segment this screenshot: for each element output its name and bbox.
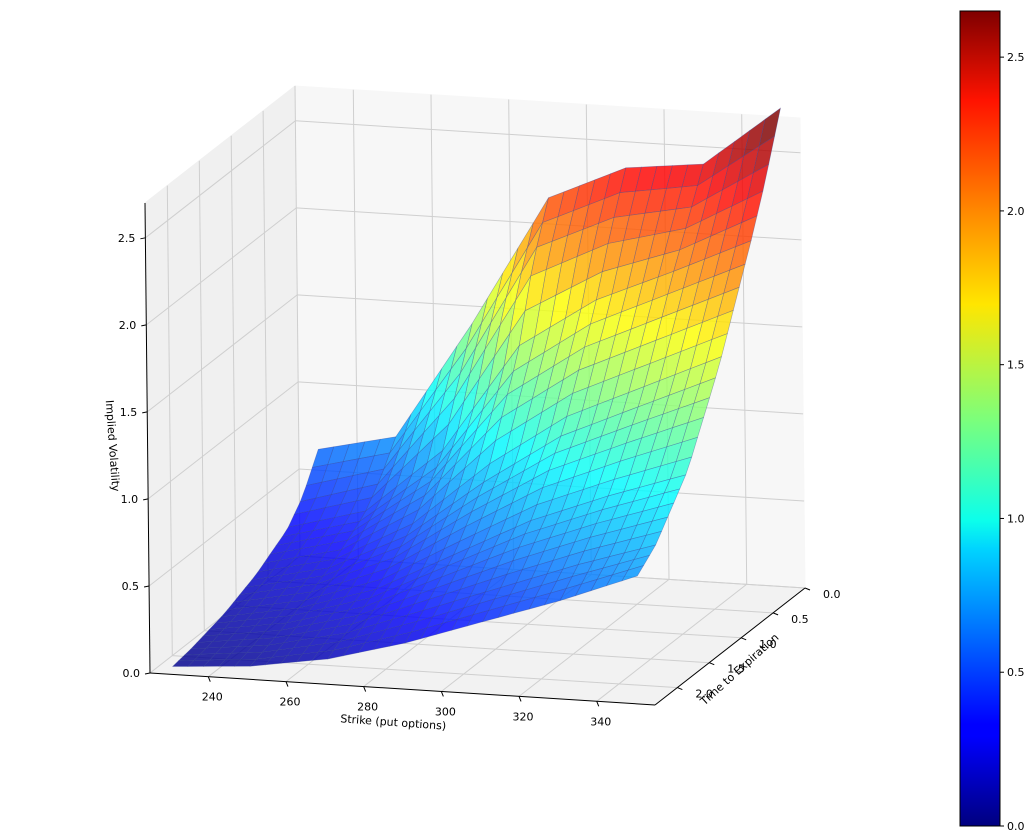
z-tick — [140, 237, 146, 240]
x-tick — [596, 701, 600, 707]
colorbar-tick-label: 0.0 — [1007, 820, 1025, 833]
surface-cell — [621, 565, 645, 582]
z-tick — [143, 498, 149, 501]
x-tick — [440, 691, 444, 697]
y-tick-label: 1.5 — [727, 663, 745, 676]
x-tick-label: 320 — [513, 710, 534, 723]
y-axis-line — [654, 587, 806, 706]
z-tick — [142, 411, 148, 414]
x-tick-label: 340 — [590, 715, 611, 728]
axes-lines — [144, 202, 806, 706]
y-tick-label: 0.0 — [823, 588, 841, 601]
x-tick-label: 300 — [435, 705, 456, 718]
x-tick — [363, 686, 367, 692]
y-tick — [709, 662, 715, 666]
colorbar — [959, 10, 1001, 827]
colorbar-tick-label: 1.0 — [1007, 512, 1025, 525]
z-tick — [141, 324, 147, 327]
z-axis-label: Implied Volatility — [103, 400, 122, 493]
y-tick — [804, 587, 811, 591]
z-tick — [143, 585, 150, 588]
x-tick — [285, 681, 289, 687]
x-tick-label: 280 — [357, 701, 378, 714]
z-tick — [144, 672, 151, 675]
y-tick-label: 0.5 — [791, 613, 809, 626]
surface-mesh — [171, 107, 781, 667]
z-axis-line — [144, 202, 151, 674]
x-tick-label: 240 — [202, 691, 223, 704]
x-axis-line — [149, 672, 656, 706]
colorbar-tick-label: 2.5 — [1007, 51, 1025, 64]
y-tick-label: 2.0 — [695, 688, 713, 701]
y-tick — [740, 637, 747, 641]
gridline-z — [145, 120, 801, 239]
colorbar-ticks: 0.0 0.5 1.0 1.5 2.0 2.5 — [1000, 51, 1025, 833]
x-axis-label: Strike (put options) — [340, 712, 447, 732]
x-tick — [518, 696, 522, 702]
y-tick-label: 1.0 — [759, 638, 777, 651]
colorbar-tick-label: 0.5 — [1007, 666, 1025, 679]
z-tick-label: 0.0 — [123, 667, 141, 680]
y-tick — [677, 687, 683, 691]
axes-ticks: 240 260 280 300 320 340 0.0 0.5 1.0 1.5 2.0 0.0 0.5 1… — [118, 232, 841, 728]
x-tick-label: 260 — [279, 696, 300, 709]
colorbar-tick-label: 1.5 — [1007, 359, 1025, 372]
x-tick — [207, 676, 211, 682]
y-tick — [772, 612, 779, 616]
colorbar-tick-label: 2.0 — [1007, 205, 1025, 218]
z-tick-label: 1.5 — [120, 406, 138, 419]
z-tick-label: 1.0 — [121, 493, 139, 506]
z-tick-label: 2.5 — [118, 232, 136, 245]
z-tick-label: 2.0 — [119, 319, 137, 332]
z-tick-label: 0.5 — [122, 580, 140, 593]
